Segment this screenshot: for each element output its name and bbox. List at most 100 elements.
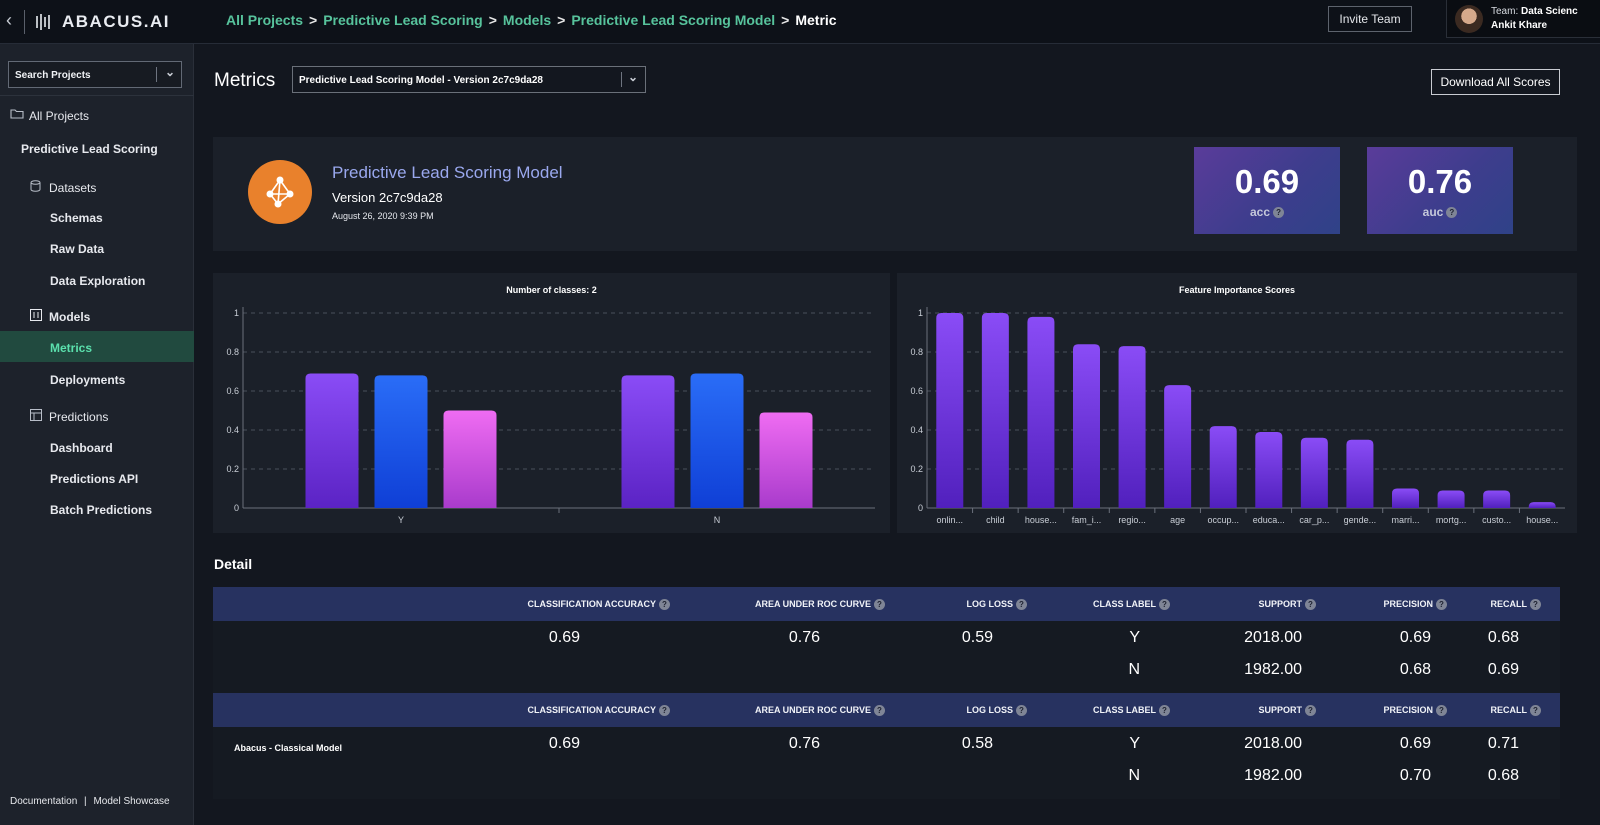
score-card-acc: 0.69 acc?: [1194, 147, 1340, 234]
model-name[interactable]: Predictive Lead Scoring Model: [332, 163, 563, 182]
chart-bar[interactable]: [1346, 439, 1374, 508]
user-menu[interactable]: Team: Data Scienc Ankit Khare: [1446, 0, 1600, 38]
x-tick-label: car_p...: [1299, 515, 1329, 525]
help-icon[interactable]: ?: [1305, 705, 1316, 717]
help-icon[interactable]: ?: [1016, 599, 1027, 611]
class-label-value: N: [1128, 767, 1140, 784]
column-header-label: CLASSIFICATION ACCURACY: [527, 705, 657, 715]
help-icon[interactable]: ?: [659, 599, 670, 611]
column-header-label: PRECISION: [1383, 599, 1433, 609]
sidebar-item-deployments[interactable]: Deployments: [0, 371, 194, 391]
sidebar-item-models[interactable]: Models: [0, 308, 194, 328]
chart-bar[interactable]: [443, 410, 497, 509]
search-projects-select[interactable]: Search Projects ⌄: [8, 61, 182, 88]
help-icon[interactable]: ?: [1159, 599, 1170, 611]
back-arrow-icon[interactable]: ‹: [6, 10, 12, 30]
model-network-icon: [248, 160, 312, 224]
avatar[interactable]: [1455, 5, 1483, 33]
chart-bar[interactable]: [1164, 385, 1192, 508]
model-version: Version 2c7c9da28: [332, 190, 443, 205]
column-header: LOG LOSS?: [966, 599, 1027, 611]
chart-bar[interactable]: [621, 375, 675, 508]
breadcrumb-models[interactable]: Models: [502, 12, 552, 28]
chart-bar[interactable]: [374, 375, 428, 508]
chart-bar[interactable]: [1027, 316, 1055, 508]
invite-team-button[interactable]: Invite Team: [1328, 6, 1412, 32]
chart-bar[interactable]: [1209, 426, 1237, 508]
sidebar-item-label: Schemas: [50, 211, 103, 225]
chart-bar[interactable]: [981, 313, 1009, 508]
column-header: SUPPORT?: [1258, 705, 1316, 717]
column-header-label: SUPPORT: [1258, 705, 1302, 715]
help-icon[interactable]: ?: [1530, 599, 1541, 611]
chart-bar[interactable]: [1300, 437, 1328, 508]
sidebar-item-schemas[interactable]: Schemas: [0, 209, 194, 229]
chart-bar[interactable]: [759, 412, 813, 508]
chart-bar[interactable]: [1392, 488, 1419, 509]
help-icon[interactable]: ?: [1446, 207, 1458, 219]
help-icon[interactable]: ?: [1436, 599, 1447, 611]
sidebar-item-batch-predictions[interactable]: Batch Predictions: [0, 501, 194, 521]
help-icon[interactable]: ?: [874, 599, 885, 611]
help-icon[interactable]: ?: [659, 705, 670, 717]
help-icon[interactable]: ?: [1530, 705, 1541, 717]
chevron-down-icon[interactable]: ⌄: [627, 70, 638, 84]
model-summary-card: Predictive Lead Scoring Model Version 2c…: [213, 137, 1577, 251]
class-label-value: N: [1128, 661, 1140, 678]
y-tick-label: 0.8: [226, 347, 239, 357]
help-icon[interactable]: ?: [1159, 705, 1170, 717]
model-version-select[interactable]: Predictive Lead Scoring Model - Version …: [292, 66, 646, 93]
breadcrumb-project[interactable]: Predictive Lead Scoring: [323, 12, 483, 28]
chart-bar[interactable]: [305, 373, 359, 508]
help-icon[interactable]: ?: [1273, 207, 1285, 219]
sidebar-item-label: Deployments: [50, 373, 126, 387]
auc-value: 0.76: [788, 735, 820, 752]
model-showcase-link[interactable]: Model Showcase: [93, 796, 170, 807]
help-icon[interactable]: ?: [1305, 599, 1316, 611]
chart-bar[interactable]: [1483, 490, 1511, 508]
chart-bar[interactable]: [1255, 431, 1283, 508]
sidebar-item-label: Predictive Lead Scoring: [21, 142, 158, 156]
folder-icon: [10, 108, 24, 122]
chart-bar[interactable]: [1437, 490, 1465, 508]
chart-bar[interactable]: [1073, 344, 1100, 508]
chart-bar[interactable]: [936, 313, 964, 508]
help-icon[interactable]: ?: [874, 705, 885, 717]
brand-logo[interactable]: ABACUS.AI: [34, 10, 170, 34]
x-tick-label: N: [714, 515, 721, 525]
chart-bar[interactable]: [1528, 502, 1556, 508]
chart-bar[interactable]: [1118, 346, 1146, 508]
feature-importance-chart: 0 0.2 0.4 0.6 0.8 1 onlin... child house... fam_i…: [910, 307, 1565, 525]
column-header-label: RECALL: [1490, 705, 1528, 715]
column-header: CLASS LABEL?: [1093, 705, 1170, 717]
select-divider: [156, 67, 157, 82]
sidebar-item-dashboard[interactable]: Dashboard: [0, 439, 194, 459]
x-tick-label: occup...: [1207, 515, 1239, 525]
class-metrics-chart: 0 0.2 0.4 0.6 0.8 1 Y N: [226, 307, 875, 525]
x-tick-label: regio...: [1118, 515, 1146, 525]
sidebar-item-predictions-api[interactable]: Predictions API: [0, 470, 194, 490]
score-label-text: auc: [1422, 205, 1444, 219]
chart-bar[interactable]: [690, 373, 744, 508]
class-metrics-chart-card: Number of classes: 2 0 0.2 0.4 0.6 0.8 1 Y N: [213, 273, 890, 533]
sidebar-item-predictions[interactable]: Predictions: [0, 408, 194, 428]
sidebar-item-all-projects[interactable]: All Projects: [0, 106, 194, 126]
sidebar-item-datasets[interactable]: Datasets: [0, 178, 194, 198]
detail-table-header: CLASSIFICATION ACCURACY? AREA UNDER ROC C…: [213, 693, 1560, 727]
sidebar-item-data-exploration[interactable]: Data Exploration: [0, 272, 194, 292]
x-tick-label: house...: [1025, 515, 1057, 525]
sidebar-item-project[interactable]: Predictive Lead Scoring: [0, 140, 194, 160]
x-tick-label: educa...: [1253, 515, 1285, 525]
download-all-scores-button[interactable]: Download All Scores: [1431, 69, 1560, 95]
sidebar-item-metrics[interactable]: Metrics: [0, 331, 194, 362]
sidebar-item-raw-data[interactable]: Raw Data: [0, 240, 194, 260]
y-tick-label: 0.2: [226, 464, 239, 474]
x-tick-label: mortg...: [1436, 515, 1467, 525]
documentation-link[interactable]: Documentation: [10, 796, 78, 807]
breadcrumb-all-projects[interactable]: All Projects: [226, 12, 304, 28]
help-icon[interactable]: ?: [1016, 705, 1027, 717]
score-value: 0.76: [1407, 163, 1473, 200]
chevron-down-icon[interactable]: ⌄: [164, 65, 175, 79]
breadcrumb-model[interactable]: Predictive Lead Scoring Model: [571, 12, 776, 28]
help-icon[interactable]: ?: [1436, 705, 1447, 717]
